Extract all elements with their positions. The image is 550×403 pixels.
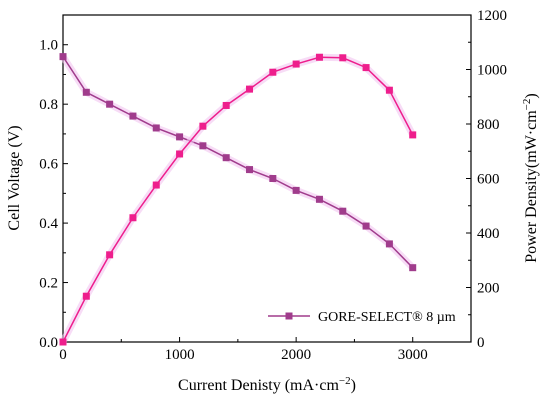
series-0-glow [60,54,416,271]
series-1-glow [59,53,416,344]
series-0-point [82,88,90,96]
series-1-point [385,86,393,94]
series-1-point [199,122,207,130]
y-left-tick-label: 1.0 [39,38,58,54]
x-axis-label-main: Current Denisty (mA·cm [178,377,339,394]
series-0-point [129,112,137,120]
series-0-point [106,100,114,108]
y-right-tick-label: 600 [477,172,500,188]
series-1-point [152,181,160,189]
y-left-axis-label: Cell Voltage (V) [6,125,23,230]
series-0-point [339,207,347,215]
series-1-point [59,338,67,346]
y-right-tick-label: 800 [477,117,500,133]
x-tick-label: 3000 [398,347,428,363]
y-right-axis-label-sup: −2 [521,99,533,111]
series-1-point [106,251,114,259]
y-right-axis-label-end: ) [523,93,540,98]
series-1-point [129,214,137,222]
y-left-tick-label: 0.8 [39,97,58,113]
series-0-point [315,195,323,203]
y-right-tick-label: 200 [477,281,500,297]
series-1-point [315,53,323,61]
series-1-point [292,60,300,68]
legend: GORE-SELECT® 8 µm [268,310,456,325]
y-right-tick-label: 0 [477,335,485,351]
series-1-point [82,292,90,300]
series-1-point [339,54,347,62]
x-axis-label-end: ) [351,377,356,394]
y-left-tick-label: 0.0 [39,335,58,351]
series-0-point [222,154,230,162]
x-axis-ticks: 0 1000 2000 3000 [59,337,428,363]
legend-label: GORE-SELECT® 8 µm [318,310,456,325]
y-right-axis-label: Power Density(mW·cm−2) [521,93,540,262]
y-right-tick-label: 400 [477,226,500,242]
y-left-axis-ticks: 0.0 0.2 0.4 0.6 0.8 1.0 [39,14,68,351]
y-right-tick-label: 1200 [477,8,507,24]
legend-marker [285,312,293,320]
series-1-point [222,101,230,109]
x-tick-label: 0 [59,347,67,363]
x-tick-label: 1000 [165,347,195,363]
series-1-point [246,85,254,93]
y-right-axis-ticks: 0 200 400 600 800 1000 1200 [466,8,507,351]
y-left-tick-label: 0.2 [39,276,58,292]
series-0-point [246,166,254,174]
series-0-point [292,186,300,194]
y-right-tick-label: 1000 [477,63,507,79]
series-0-point [176,133,184,141]
series-0-point [59,53,67,61]
series-0-point [362,222,370,230]
series-1-point [176,150,184,158]
y-right-axis-label-main: Power Density(mW·cm [523,110,540,263]
y-left-tick-label: 0.4 [39,216,58,232]
x-axis-label: Current Denisty (mA·cm−2) [178,375,356,394]
series-1-point [362,64,370,72]
series-layer [59,53,417,346]
series-0-point [409,264,417,272]
series-0-point [385,240,393,248]
y-left-tick-label: 0.6 [39,157,58,173]
series-0-line [62,56,414,269]
x-axis-label-sup: −2 [339,375,351,387]
series-0-point [199,142,207,150]
series-1-point [269,68,277,76]
series-0-point [269,175,277,182]
series-1-line [62,56,414,343]
series-0-point [152,124,160,132]
x-tick-label: 2000 [281,347,311,363]
series-1-point [409,131,417,139]
